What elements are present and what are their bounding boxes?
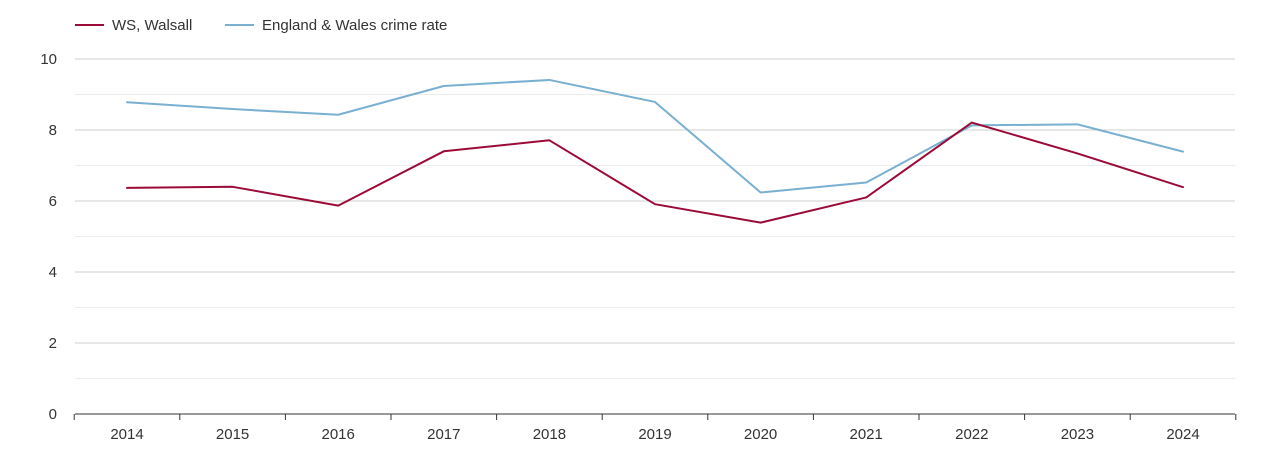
grid-lines [75,58,1235,379]
y-tick-label: 0 [49,406,57,423]
x-tick-label: 2023 [1061,426,1094,443]
legend-label[interactable]: England & Wales crime rate [262,17,447,34]
y-tick-label: 8 [49,122,57,139]
y-tick-label: 10 [40,51,57,68]
series-line-1[interactable] [126,78,1184,194]
x-tick-label: 2015 [216,426,249,443]
x-axis: 2014 2015 2016 2017 2018 2019 2020 2021 2022 2023… [73,413,1237,443]
x-tick-label: 2021 [850,426,883,443]
x-tick-label: 2024 [1166,426,1199,443]
x-tick-label: 2017 [427,426,460,443]
x-tick-label: 2016 [322,426,355,443]
y-tick-label: 2 [49,335,57,352]
x-tick-label: 2020 [744,426,777,443]
x-tick-label: 2019 [638,426,671,443]
x-tick-label: 2022 [955,426,988,443]
series-line-0[interactable] [126,121,1184,224]
x-tick-label: 2014 [110,426,143,443]
y-axis: 0 2 4 6 8 10 [40,51,57,423]
series-layer [126,78,1184,224]
y-tick-label: 6 [49,193,57,210]
legend: WS, Walsall England & Wales crime rate [75,17,447,34]
x-tick-label: 2018 [533,426,566,443]
y-tick-label: 4 [49,264,57,281]
legend-label[interactable]: WS, Walsall [112,17,192,34]
